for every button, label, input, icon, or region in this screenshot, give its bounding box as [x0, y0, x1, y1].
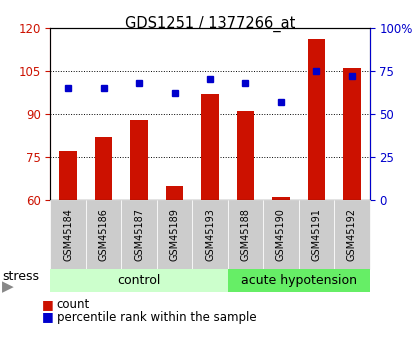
Text: GSM45184: GSM45184	[63, 208, 73, 261]
Bar	[59, 151, 77, 200]
Text: GSM45193: GSM45193	[205, 208, 215, 261]
Text: stress: stress	[2, 270, 39, 283]
Bar	[201, 94, 219, 200]
Text: GSM45188: GSM45188	[241, 208, 250, 261]
Text: GSM45187: GSM45187	[134, 208, 144, 261]
Text: GDS1251 / 1377266_at: GDS1251 / 1377266_at	[125, 16, 295, 32]
Text: GSM45192: GSM45192	[347, 208, 357, 261]
Text: ■: ■	[42, 298, 54, 312]
Text: ■: ■	[42, 310, 54, 324]
Bar	[130, 120, 148, 200]
Text: control: control	[117, 274, 161, 287]
Bar	[272, 197, 290, 200]
Text: GSM45191: GSM45191	[311, 208, 321, 261]
Text: GSM45190: GSM45190	[276, 208, 286, 261]
Text: percentile rank within the sample: percentile rank within the sample	[57, 310, 256, 324]
Bar	[343, 68, 361, 200]
Text: GSM45186: GSM45186	[99, 208, 109, 261]
Text: ▶: ▶	[2, 279, 14, 294]
Text: acute hypotension: acute hypotension	[241, 274, 357, 287]
Text: count: count	[57, 298, 90, 312]
Bar	[307, 39, 325, 200]
Text: GSM45189: GSM45189	[170, 208, 179, 261]
Bar	[165, 186, 184, 200]
Bar	[236, 111, 255, 200]
Bar	[95, 137, 113, 200]
